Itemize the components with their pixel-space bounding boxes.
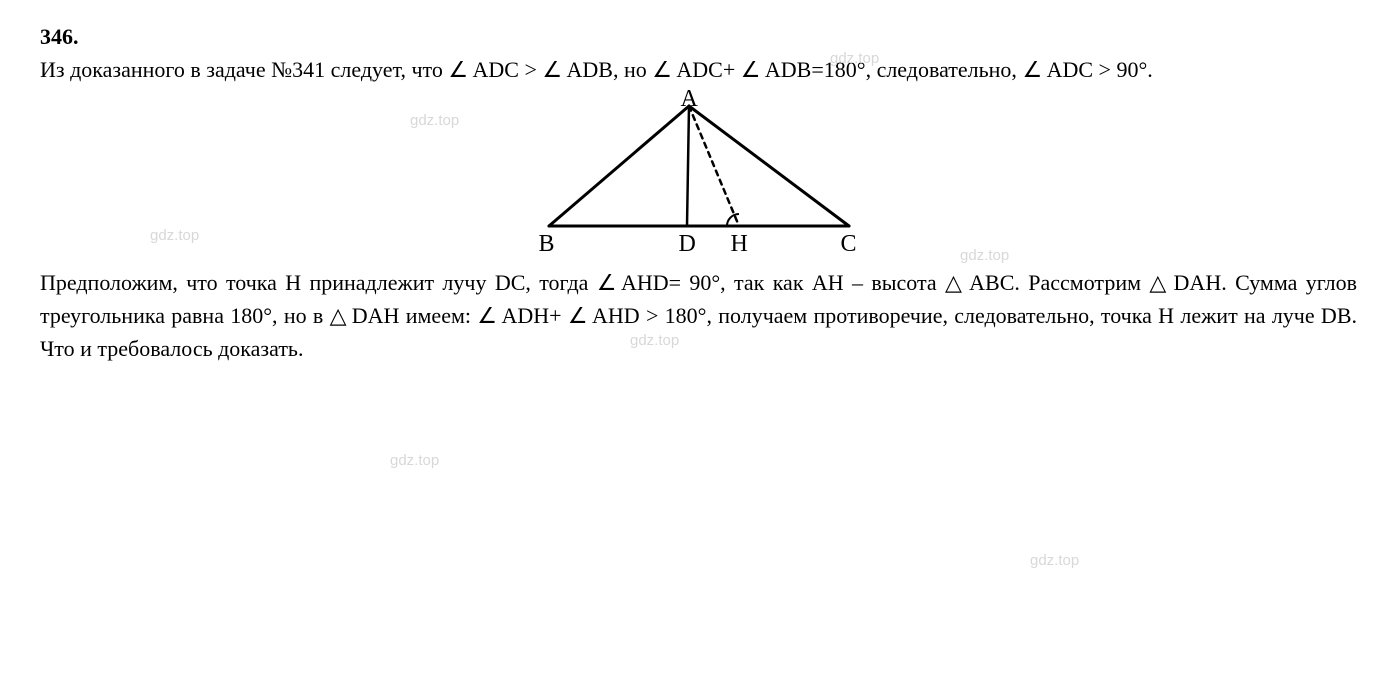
gt180: > 180° (640, 303, 707, 328)
vertex-c-label: C (841, 226, 857, 262)
adb: ADB (567, 57, 613, 82)
plus: + (723, 57, 741, 82)
angle-sym: ∠ (597, 270, 617, 295)
tri-sym: △ (330, 303, 348, 328)
follow: , следовательно, (866, 57, 1023, 82)
angle-sym: ∠ (741, 57, 761, 82)
problem-number: 346. (40, 20, 1357, 53)
figure-row: A B D H C (40, 96, 1357, 256)
plus: + (549, 303, 568, 328)
p2-s3: . Рассмотрим (1014, 270, 1149, 295)
watermark-text: gdz.top (1030, 550, 1079, 573)
page-container: 346. Из доказанного в задаче №341 следуе… (40, 20, 1357, 365)
p2-s5: имеем: (399, 303, 477, 328)
adc: ADC (676, 57, 722, 82)
triangle-figure: A B D H C (529, 96, 869, 256)
angle-sym: ∠ (652, 57, 672, 82)
watermark-text: gdz.top (390, 450, 439, 473)
p1-text: Из доказанного в задаче №341 следует, чт… (40, 57, 448, 82)
angle-sym: ∠ (477, 303, 497, 328)
adc: ADC (472, 57, 518, 82)
paragraph-1: Из доказанного в задаче №341 следует, чт… (40, 53, 1357, 86)
ahd: AHD (592, 303, 640, 328)
triangle-svg (529, 96, 869, 256)
vertex-h-label: H (731, 226, 748, 262)
adb: ADB (765, 57, 811, 82)
tri-sym: △ (1149, 270, 1169, 295)
dah: DAH (1174, 270, 1222, 295)
vertex-a-label: A (681, 81, 698, 117)
period: . (1147, 57, 1153, 82)
eq90: = 90° (669, 270, 721, 295)
vertex-d-label: D (679, 226, 696, 262)
abc: ABC (969, 270, 1014, 295)
dah: DAH (352, 303, 400, 328)
tri-sym: △ (945, 270, 965, 295)
gt: > (524, 57, 542, 82)
gt90: > 90° (1093, 57, 1147, 82)
angle-sym: ∠ (1022, 57, 1042, 82)
comma-no: , но (613, 57, 652, 82)
angle-sym: ∠ (568, 303, 588, 328)
vertex-b-label: B (539, 226, 555, 262)
adh: ADH (501, 303, 549, 328)
angle-sym: ∠ (542, 57, 562, 82)
ahd: AHD (621, 270, 669, 295)
p2-s1: Предположим, что точка H принадлежит луч… (40, 270, 597, 295)
adc: ADC (1047, 57, 1093, 82)
eq180: =180° (811, 57, 865, 82)
paragraph-2: Предположим, что точка H принадлежит луч… (40, 266, 1357, 365)
angle-sym: ∠ (448, 57, 468, 82)
p2-s2: , так как AH – высота (720, 270, 945, 295)
